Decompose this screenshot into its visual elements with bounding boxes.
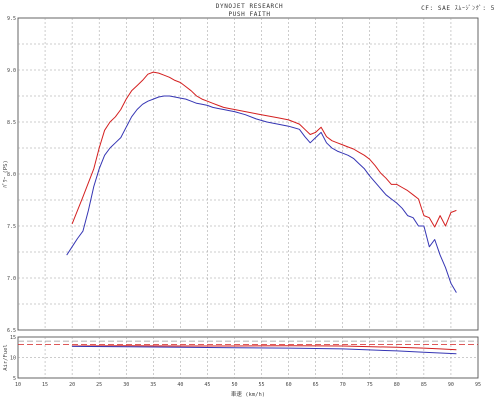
x-tick-label: 65 [313, 382, 319, 388]
y-tick-label: 15 [10, 335, 16, 341]
x-tick-label: 60 [286, 382, 292, 388]
x-tick-label: 70 [340, 382, 346, 388]
y-tick-label: 7.0 [7, 276, 16, 282]
power-series-blue-line [66, 95, 457, 293]
x-tick-label: 15 [42, 382, 48, 388]
chart-title: DYNOJET RESEARCH [215, 3, 284, 10]
power-series-red-line [71, 71, 457, 228]
y-tick-label: 9.5 [7, 16, 16, 22]
correction-label: CF: SAE ｽﾑｰｼﾞﾝｸﾞ: 5 [421, 5, 495, 12]
x-tick-label: 95 [475, 382, 481, 388]
af-series-blue-line [72, 345, 457, 355]
y-tick-label: 5 [13, 376, 16, 382]
x-tick-label: 35 [150, 382, 156, 388]
y-tick-label: 10 [10, 356, 16, 362]
y-tick-label: 7.5 [7, 224, 16, 230]
x-tick-label: 85 [421, 382, 427, 388]
x-axis-label: 車速 (km/h) [231, 390, 265, 398]
x-tick-label: 90 [448, 382, 454, 388]
x-tick-label: 50 [231, 382, 237, 388]
y-tick-label: 8.0 [7, 172, 16, 178]
y-tick-label: 9.0 [7, 68, 16, 74]
chart-subtitle: PUSH FAITH [228, 11, 271, 18]
x-tick-label: 10 [15, 382, 21, 388]
y-tick-label: 8.5 [7, 120, 16, 126]
y-tick-label: 6.5 [7, 328, 16, 334]
x-tick-label: 80 [394, 382, 400, 388]
x-tick-label: 45 [204, 382, 210, 388]
x-tick-label: 75 [367, 382, 373, 388]
x-tick-label: 25 [96, 382, 102, 388]
x-tick-label: 20 [69, 382, 75, 388]
af-series-red-line [72, 345, 457, 351]
power-y-axis-label: ﾊﾟﾜｰ (PS) [2, 160, 9, 188]
af-y-axis-label: Air/Fuel [3, 344, 9, 371]
x-tick-label: 40 [177, 382, 183, 388]
x-tick-label: 55 [259, 382, 265, 388]
x-tick-label: 30 [123, 382, 129, 388]
